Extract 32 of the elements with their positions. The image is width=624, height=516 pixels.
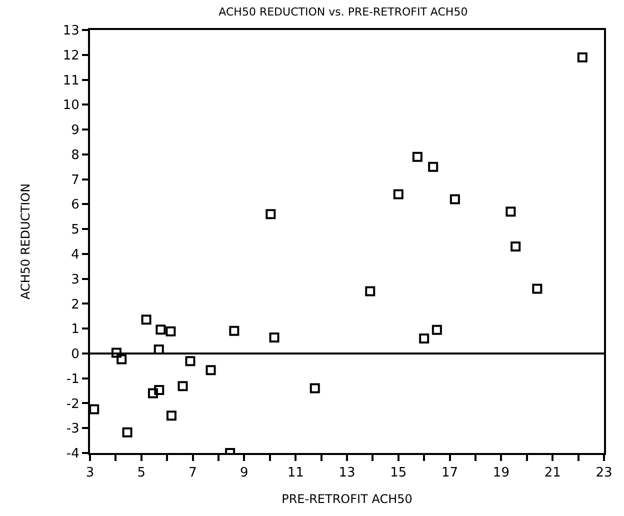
- x-tick-label: 5: [137, 466, 146, 481]
- y-tick-label: 9: [71, 123, 80, 138]
- x-tick-label: 11: [287, 466, 304, 481]
- y-tick-label: 3: [71, 272, 80, 288]
- y-tick-label: 7: [71, 172, 80, 188]
- y-tick-label: 0: [71, 347, 80, 362]
- x-tick-label: 23: [596, 466, 612, 481]
- x-tick-label: 3: [86, 466, 94, 481]
- y-tick-label: -2: [66, 396, 80, 412]
- y-tick-label: 11: [62, 73, 80, 88]
- x-tick-label: 9: [240, 466, 248, 481]
- y-tick-label: 10: [62, 98, 80, 114]
- x-axis-title: PRE-RETROFIT ACH50: [282, 492, 412, 506]
- y-tick-label: 5: [71, 222, 80, 238]
- x-tick-label: 13: [338, 466, 356, 481]
- chart-title: ACH50 REDUCTION vs. PRE-RETROFIT ACH50: [218, 5, 468, 18]
- x-tick-label: 15: [390, 466, 407, 481]
- x-tick-label: 19: [492, 466, 510, 481]
- y-tick-label: -3: [66, 422, 80, 437]
- x-tick-label: 7: [188, 466, 197, 481]
- y-tick-label: 2: [71, 297, 80, 312]
- x-tick-label: 21: [544, 466, 561, 481]
- y-axis-title: ACH50 REDUCTION: [18, 183, 33, 300]
- y-tick-label: 13: [62, 24, 80, 39]
- y-tick-label: 6: [71, 198, 80, 213]
- y-tick-label: 4: [71, 247, 80, 262]
- y-tick-label: 1: [71, 322, 80, 338]
- y-tick-label: 12: [62, 48, 80, 64]
- y-tick-label: -4: [66, 446, 80, 462]
- y-tick-label: -1: [66, 372, 80, 387]
- y-tick-label: 8: [71, 148, 80, 163]
- x-tick-label: 17: [442, 466, 458, 481]
